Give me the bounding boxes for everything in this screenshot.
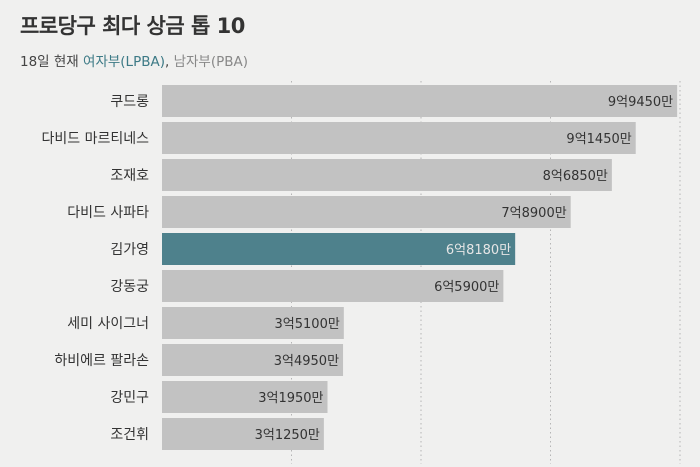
subtitle-prefix: 18일 현재	[20, 54, 84, 70]
bar	[162, 159, 612, 191]
category-label: 조재호	[110, 168, 149, 184]
bar	[162, 85, 678, 117]
value-label: 3억5100만	[275, 317, 340, 332]
subtitle-lpba: 여자부(LPBA)	[83, 54, 165, 70]
bar	[162, 270, 504, 302]
value-label: 3억4950만	[274, 354, 339, 369]
category-label: 다비드 마르티네스	[42, 131, 150, 147]
value-label: 6억8180만	[446, 243, 511, 258]
chart-subtitle: 18일 현재 여자부(LPBA), 남자부(PBA)	[20, 50, 248, 70]
category-label: 강민구	[110, 390, 149, 406]
value-label: 8억6850만	[543, 169, 608, 184]
bar	[162, 233, 516, 265]
value-label: 9억9450만	[608, 95, 673, 110]
category-label: 쿠드롱	[110, 94, 149, 110]
value-label: 3억1250만	[255, 428, 320, 443]
bar	[162, 418, 324, 450]
bar	[162, 122, 636, 154]
value-label: 7억8900만	[501, 206, 566, 221]
value-label: 9억1450만	[566, 132, 631, 147]
bar	[162, 344, 344, 376]
subtitle-separator: ,	[164, 54, 174, 70]
category-label: 강동궁	[110, 279, 149, 295]
bar	[162, 381, 328, 413]
value-label: 6억5900만	[434, 280, 499, 295]
bar	[162, 196, 571, 228]
subtitle-pba: 남자부(PBA)	[173, 54, 249, 70]
category-label: 조건휘	[110, 427, 149, 443]
category-label: 세미 사이그너	[67, 316, 149, 332]
category-label: 하비에르 팔라손	[54, 353, 149, 369]
bar	[162, 307, 344, 339]
value-label: 3억1950만	[258, 391, 323, 406]
category-label: 다비드 사파타	[67, 205, 149, 221]
chart-title: 프로당구 최다 상금 톱 10	[20, 14, 245, 38]
category-label: 김가영	[110, 242, 149, 258]
